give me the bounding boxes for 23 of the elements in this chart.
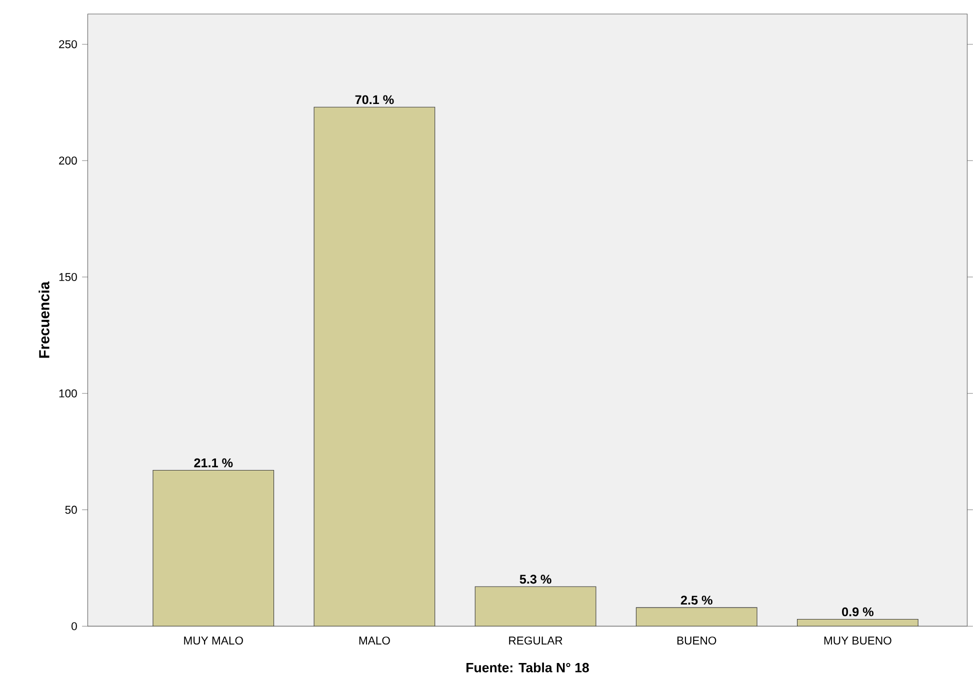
annotation: 5.3 % <box>520 574 552 584</box>
x-tick-label: MALO <box>359 636 390 645</box>
bar <box>797 618 918 626</box>
bar <box>314 106 436 626</box>
annotation: 21.1 % <box>194 458 233 468</box>
y-tick-label: 0 <box>72 622 77 630</box>
y-tick-label: 200 <box>59 156 77 165</box>
x-tick-label: BUENO <box>677 636 716 645</box>
y-axis-title: Frecuencia <box>38 281 50 358</box>
annotation: 2.5 % <box>680 596 712 605</box>
y-tick-label: 150 <box>59 273 77 281</box>
bar <box>152 470 274 626</box>
annotation: 0.9 % <box>842 607 874 616</box>
bar <box>474 586 596 626</box>
y-tick-label: 50 <box>65 506 77 514</box>
y-tick-label: 100 <box>59 389 77 398</box>
y-tick-label: 250 <box>59 40 77 48</box>
x-tick-label: REGULAR <box>509 636 562 645</box>
x-tick-label: MUY BUENO <box>824 636 892 645</box>
bar <box>636 607 758 626</box>
x-tick-label: MUY MALO <box>184 636 243 645</box>
annotation: 70.1 % <box>355 95 394 104</box>
source-note: Fuente: Tabla N° 18 <box>466 662 589 672</box>
